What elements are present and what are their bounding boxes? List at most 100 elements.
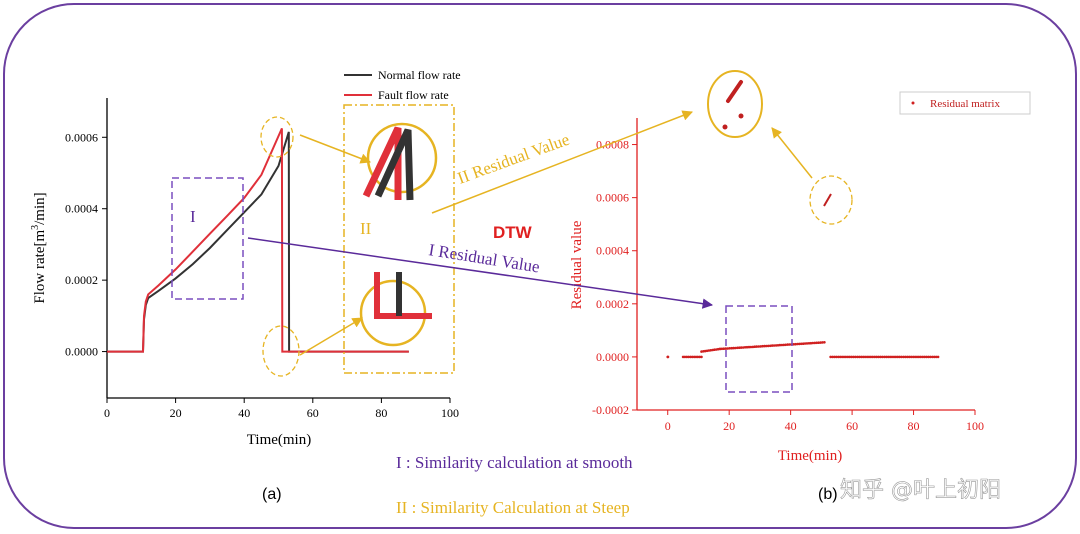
chart-b-xtick-label: 60 (846, 419, 858, 433)
residual-point (844, 355, 848, 359)
residual-point (919, 355, 923, 359)
box-i-label: I (190, 207, 196, 226)
residual-point (786, 343, 789, 346)
residual-point (753, 345, 757, 349)
panel-b-label: (b) (818, 486, 838, 503)
residual-point (821, 341, 824, 344)
zoom-peak-circle (366, 122, 438, 194)
residual-point (685, 355, 689, 359)
residual-point (888, 355, 892, 359)
residual-point (871, 355, 875, 359)
chart-b-xtick-label: 100 (966, 419, 984, 433)
residual-point (934, 355, 938, 359)
chart-b: 0 20 40 60 80 100 -0.0002 0.0000 0.0002 0.0004 0.0… (569, 70, 1031, 464)
residual-point (848, 355, 852, 359)
residual-point (794, 342, 797, 346)
legend-residual-swatch (911, 101, 915, 105)
chart-b-ytick-label: 0.0008 (596, 138, 629, 152)
residual-point (865, 355, 869, 359)
chart-b-xtick-label: 20 (723, 419, 735, 433)
chart-a-y-label: Flow rate[m3/min] (30, 192, 48, 303)
residual-point (780, 343, 784, 347)
residual-point (755, 345, 758, 348)
residual-point (833, 355, 836, 359)
residual-point (698, 355, 701, 359)
residual-point (692, 355, 696, 359)
zoom-drop-glyph (374, 272, 432, 319)
residual-point (700, 355, 703, 359)
residual-point (896, 355, 900, 359)
residual-point (739, 346, 743, 349)
residual-point (863, 355, 867, 359)
residual-point (751, 345, 755, 349)
residual-point (856, 355, 859, 359)
residual-point (873, 355, 877, 359)
residual-step-circle (809, 175, 853, 225)
residual-point (929, 355, 932, 359)
residual-point (689, 355, 692, 359)
residual-point (813, 341, 817, 345)
residual-point (792, 343, 795, 346)
residual-point (666, 355, 670, 359)
residual-point (745, 345, 749, 349)
box-residual-i (725, 305, 793, 393)
arrow-step-zoom (771, 127, 813, 179)
residual-point (691, 355, 694, 359)
box-ii (343, 104, 455, 374)
residual-point (767, 344, 770, 348)
panel-a-label: (a) (262, 486, 282, 503)
chart-a-xtick-label: 0 (104, 406, 110, 420)
residual-point (885, 355, 888, 359)
residual-point (838, 355, 842, 359)
residual-point (749, 345, 753, 349)
legend-residual-label: Residual matrix (930, 98, 1000, 110)
residual-point (741, 346, 745, 349)
residual-point (915, 355, 919, 359)
residual-point (819, 341, 822, 344)
residual-point (784, 343, 787, 347)
residual-point (913, 355, 917, 359)
residual-point (807, 342, 811, 345)
caption-i: I : Similarity calculation at smooth (396, 453, 633, 472)
chart-b-xtick-label: 40 (785, 419, 797, 433)
residual-point (908, 355, 911, 359)
residual-point (846, 355, 850, 359)
fault-flow-line (107, 127, 409, 353)
residual-point (909, 355, 913, 359)
residual-point (776, 344, 780, 347)
residual-point (931, 355, 934, 359)
chart-a-ytick-label: 0.0006 (65, 130, 98, 144)
residual-zoom-glyph (722, 80, 744, 130)
residual-point (911, 355, 915, 359)
residual-point (886, 355, 890, 359)
caption-ii: II : Similarity Calculation at Steep (396, 498, 630, 517)
residual-point (769, 344, 772, 348)
residual-point (730, 346, 733, 350)
residual-point (761, 344, 764, 348)
residual-point (817, 341, 820, 345)
residual-point (831, 355, 834, 359)
residual-point (869, 355, 873, 359)
chart-a-ytick-label: 0.0000 (65, 345, 98, 359)
zoom-peak-glyph (362, 126, 414, 201)
chart-b-xtick-label: 0 (665, 419, 671, 433)
residual-point (809, 341, 813, 345)
residual-point (803, 342, 807, 345)
outer-frame (3, 3, 1077, 529)
residual-point (805, 342, 809, 345)
residual-point (774, 344, 778, 347)
residual-point (858, 355, 861, 359)
residual-point (860, 355, 863, 359)
chart-b-ytick-label: 0.0004 (596, 244, 629, 258)
residual-point (778, 343, 782, 347)
residual-point (734, 346, 737, 350)
residual-ii-label: II Residual Value (455, 130, 572, 188)
arrow-drop-zoom (299, 317, 363, 356)
residual-point (718, 347, 722, 351)
residual-point (720, 347, 724, 351)
residual-point (763, 344, 766, 348)
chart-a-xtick-label: 100 (441, 406, 459, 420)
arrow-peak-zoom (299, 134, 371, 164)
residual-point (770, 344, 774, 347)
